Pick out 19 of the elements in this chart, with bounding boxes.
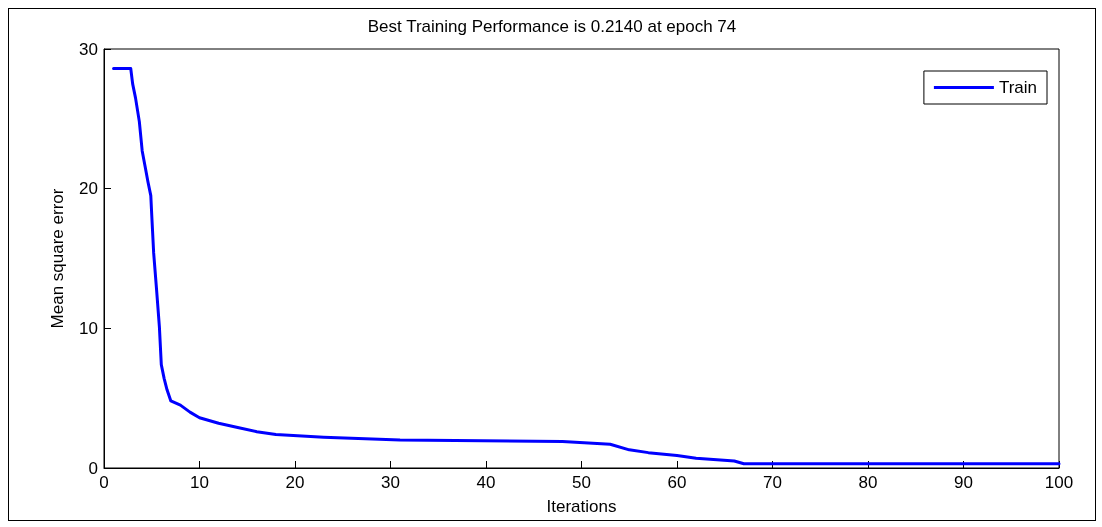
- x-tick-label: 100: [1044, 473, 1074, 492]
- y-tick-label: 30: [79, 39, 98, 59]
- legend-label: Train: [998, 78, 1038, 97]
- x-tick-label: 50: [572, 473, 591, 492]
- x-tick-label: 30: [381, 473, 400, 492]
- x-tick-label: 60: [667, 473, 687, 492]
- y-axis-title: Mean square error: [48, 188, 67, 329]
- x-tick-label: 40: [476, 473, 496, 492]
- x-tick-label: 80: [858, 473, 878, 492]
- line-series: [112, 67, 1061, 466]
- x-tick-label: 10: [190, 473, 209, 492]
- x-tick-label: 90: [954, 473, 973, 492]
- y-tick-label: 20: [79, 179, 98, 199]
- y-tick-label: 0: [88, 458, 98, 478]
- y-tick-label: 10: [79, 318, 98, 338]
- x-axis-title: Iterations: [546, 497, 617, 516]
- chart-title: Best Training Performance is 0.2140 at epoch 74: [367, 17, 737, 36]
- x-tick-label: 70: [763, 473, 782, 492]
- x-tick-label: 20: [285, 473, 305, 492]
